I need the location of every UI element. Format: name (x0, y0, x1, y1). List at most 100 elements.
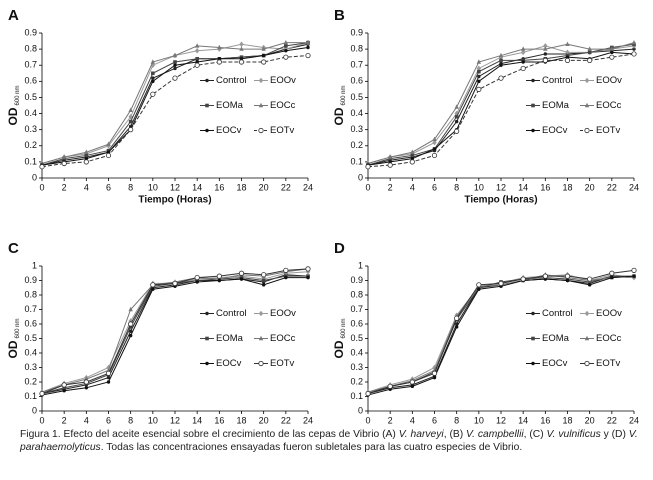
x-tick-label: 22 (281, 182, 291, 192)
marker (194, 62, 200, 68)
y-tick-label: 0.9 (24, 275, 37, 285)
marker (128, 325, 133, 329)
legend-label: EOCv (542, 125, 568, 136)
marker (431, 370, 438, 376)
marker (520, 276, 526, 282)
caption: Figura 1. Efecto del aceite esencial sob… (20, 428, 640, 454)
marker (239, 277, 244, 281)
legend-label: EOOv (270, 75, 296, 86)
marker (284, 44, 288, 48)
marker (173, 66, 177, 71)
legend-marker (531, 336, 535, 341)
marker (476, 282, 482, 288)
marker (283, 39, 289, 45)
marker (454, 128, 460, 134)
legend-marker (205, 78, 209, 83)
y-tick-label: 0.5 (350, 333, 363, 343)
marker (172, 75, 178, 81)
series-line (367, 274, 635, 393)
marker (151, 79, 155, 84)
marker (498, 280, 504, 286)
marker (39, 390, 45, 397)
x-tick-label: 12 (170, 415, 180, 425)
series-line (367, 274, 635, 393)
x-tick-label: 14 (192, 415, 202, 425)
marker (477, 79, 481, 84)
y-tick-label: 1 (32, 260, 37, 270)
legend-label: EOTv (596, 125, 621, 136)
marker (239, 46, 244, 51)
marker (476, 65, 482, 72)
y-axis-label: OD 600 nm (6, 318, 20, 358)
y-tick-label: 0.9 (350, 275, 363, 285)
x-tick-label: 10 (148, 415, 158, 425)
x-tick-label: 20 (259, 415, 269, 425)
y-axis-label-sub: 600 nm (341, 85, 347, 105)
marker (477, 69, 481, 74)
y-tick-label: 0.9 (24, 27, 37, 37)
marker (476, 86, 482, 92)
marker (565, 49, 570, 56)
y-axis-label-sub: 600 nm (15, 318, 21, 338)
legend-marker (584, 360, 590, 367)
y-tick-label: 0.5 (24, 92, 37, 102)
marker (284, 49, 288, 53)
marker (454, 104, 459, 109)
y-tick-label: 0 (358, 405, 363, 415)
series-line (367, 53, 635, 168)
marker (283, 54, 289, 60)
marker (305, 52, 311, 59)
legend-marker (584, 127, 590, 134)
caption-text: , (C) (523, 429, 547, 440)
marker (609, 54, 615, 60)
marker (520, 49, 526, 56)
x-tick-label: 10 (148, 182, 158, 192)
marker (283, 267, 289, 273)
marker (365, 390, 371, 397)
x-tick-label: 18 (562, 415, 572, 425)
legend-marker (205, 103, 209, 108)
marker (410, 149, 415, 154)
marker (217, 278, 222, 283)
x-tick-label: 8 (128, 415, 133, 425)
legend-marker (258, 310, 264, 317)
legend-marker (205, 128, 209, 133)
legend-marker (531, 311, 535, 316)
marker (61, 160, 67, 167)
marker (128, 127, 134, 133)
y-axis-label: OD 600 nm (332, 85, 346, 125)
caption-text: V. parahaemolyticus (20, 429, 638, 453)
y-tick-label: 0.5 (24, 333, 37, 343)
marker (61, 382, 67, 388)
marker (238, 270, 245, 276)
y-tick-label: 0.1 (24, 156, 37, 166)
marker (520, 46, 526, 51)
x-tick-label: 22 (281, 415, 291, 425)
marker (151, 287, 155, 291)
marker (305, 266, 311, 272)
marker (587, 283, 592, 287)
marker (306, 45, 310, 50)
marker (83, 379, 89, 385)
y-axis-label-sub: 600 nm (341, 318, 347, 338)
caption-text: Figura 1. Efecto del aceite esencial sob… (20, 429, 399, 440)
x-tick-label: 22 (607, 182, 617, 192)
x-tick-label: 4 (410, 415, 415, 425)
y-tick-label: 0.4 (24, 108, 37, 118)
x-tick-label: 6 (106, 415, 111, 425)
legend-label: EOMa (542, 333, 570, 344)
marker (521, 60, 525, 64)
legend-marker (205, 361, 209, 366)
marker (432, 136, 437, 142)
legend-label: EOCv (216, 125, 242, 136)
legend-marker (584, 335, 590, 341)
x-tick-label: 4 (84, 182, 89, 192)
y-axis-label-sub: 600 nm (15, 85, 21, 105)
marker (261, 46, 266, 51)
charts: A00.10.20.30.40.50.60.70.80.90 2 4 6 8 10 12 14… (6, 7, 639, 425)
caption-text: , (B) (443, 429, 467, 440)
marker (431, 152, 438, 159)
caption-text: y (D) (600, 429, 629, 440)
legend-label: EOCv (216, 358, 242, 369)
